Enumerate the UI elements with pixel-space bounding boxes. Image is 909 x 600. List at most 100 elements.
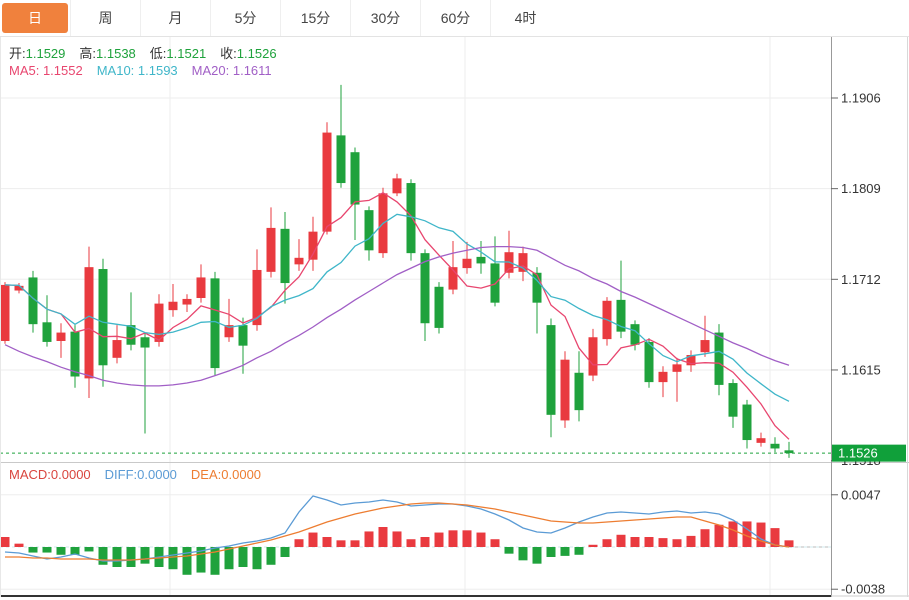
- axis-label: 1.1809: [841, 181, 881, 196]
- candle: [42, 322, 52, 342]
- macd-bar: [210, 547, 220, 575]
- macd-bar: [434, 532, 444, 547]
- tab-60分[interactable]: 60分: [420, 0, 490, 36]
- candle: [532, 272, 542, 303]
- candle: [448, 267, 458, 290]
- macd-bar: [280, 547, 290, 557]
- macd-bar: [84, 547, 94, 552]
- macd-bar: [14, 543, 24, 547]
- macd-bar: [252, 547, 262, 570]
- candle: [406, 183, 416, 254]
- tab-15分[interactable]: 15分: [280, 0, 350, 36]
- macd-bar: [476, 532, 486, 547]
- macd-bar: [784, 540, 794, 547]
- current-price-text: 1.1526: [838, 446, 878, 461]
- tab-月[interactable]: 月: [140, 0, 210, 36]
- macd-bar: [616, 534, 626, 547]
- candle: [182, 298, 192, 305]
- macd-bar: [504, 547, 514, 554]
- candle: [574, 372, 584, 411]
- candle: [98, 269, 108, 366]
- candle: [742, 404, 752, 441]
- macd-bar: [546, 547, 556, 557]
- macd-bar: [168, 547, 178, 570]
- macd-bar: [420, 537, 430, 547]
- ma5-value: MA5: 1.1552: [9, 63, 83, 78]
- macd-bar: [98, 547, 108, 565]
- low-label: 低:: [149, 46, 167, 61]
- ma20-value: MA20: 1.1611: [191, 63, 272, 78]
- candle: [0, 284, 10, 341]
- macd-bar: [196, 547, 206, 573]
- macd-bar: [658, 538, 668, 547]
- candle: [616, 299, 626, 332]
- candle: [224, 325, 234, 338]
- axis-label: 1.1712: [841, 272, 881, 287]
- macd-bar: [700, 529, 710, 547]
- macd-bar: [42, 547, 52, 553]
- candle: [308, 231, 318, 260]
- candle: [364, 210, 374, 251]
- dea-value: DEA:0.0000: [190, 467, 262, 482]
- macd-bar: [266, 547, 276, 565]
- dea-line: [5, 502, 790, 561]
- tab-日[interactable]: 日: [2, 3, 68, 33]
- macd-bar: [322, 537, 332, 547]
- candle: [560, 359, 570, 421]
- candle: [784, 450, 794, 454]
- tab-周[interactable]: 周: [70, 0, 140, 36]
- candle: [154, 303, 164, 342]
- candle: [56, 332, 66, 341]
- macd-bar: [770, 528, 780, 547]
- candle: [700, 340, 710, 353]
- macd-bar: [686, 535, 696, 547]
- macd-bar: [308, 532, 318, 547]
- macd-bar: [448, 530, 458, 547]
- candle: [266, 227, 276, 272]
- candle: [756, 438, 766, 443]
- candle: [770, 443, 780, 449]
- macd-bar: [350, 540, 360, 547]
- candle: [28, 277, 38, 325]
- low-value: 1.1521: [166, 46, 207, 61]
- axis-label: 0.0047: [841, 487, 881, 502]
- macd-bar: [182, 547, 192, 575]
- timeframe-tabbar: 日周月 5分 15分 30分 60分 4时: [0, 0, 909, 37]
- macd-bar: [392, 531, 402, 547]
- macd-bar: [56, 547, 66, 555]
- candle: [588, 337, 598, 376]
- axis-label: 1.1906: [841, 91, 881, 106]
- macd-bar: [574, 547, 584, 555]
- macd-bar: [126, 547, 136, 567]
- macd-bar: [378, 527, 388, 547]
- candle: [462, 258, 472, 269]
- macd-bar: [728, 521, 738, 547]
- macd-bar: [602, 539, 612, 547]
- macd-legend: MACD:0.0000 DIFF:0.0000 DEA:0.0000: [9, 467, 275, 482]
- ohlc-legend: 开:1.1529 高:1.1538 低:1.1521 收:1.1526: [9, 43, 291, 62]
- candle: [112, 340, 122, 358]
- candle: [546, 325, 556, 415]
- macd-bar: [140, 547, 150, 564]
- candle: [336, 135, 346, 184]
- macd-bar: [742, 521, 752, 547]
- candle: [14, 285, 24, 291]
- candle: [168, 301, 178, 311]
- macd-bar: [672, 539, 682, 547]
- current-price-badge: [832, 444, 906, 462]
- candle: [140, 337, 150, 348]
- macd-bar: [70, 547, 80, 555]
- close-value: 1.1526: [236, 46, 277, 61]
- ma20-line: [4, 245, 790, 387]
- tab-5分[interactable]: 5分: [210, 0, 280, 36]
- tab-4时[interactable]: 4时: [490, 0, 560, 36]
- candle: [658, 371, 668, 383]
- macd-bar: [644, 537, 654, 547]
- macd-bar: [462, 530, 472, 547]
- candle: [686, 355, 696, 366]
- candle: [280, 228, 290, 284]
- candle: [126, 325, 136, 345]
- tab-30分[interactable]: 30分: [350, 0, 420, 36]
- candle: [294, 257, 304, 265]
